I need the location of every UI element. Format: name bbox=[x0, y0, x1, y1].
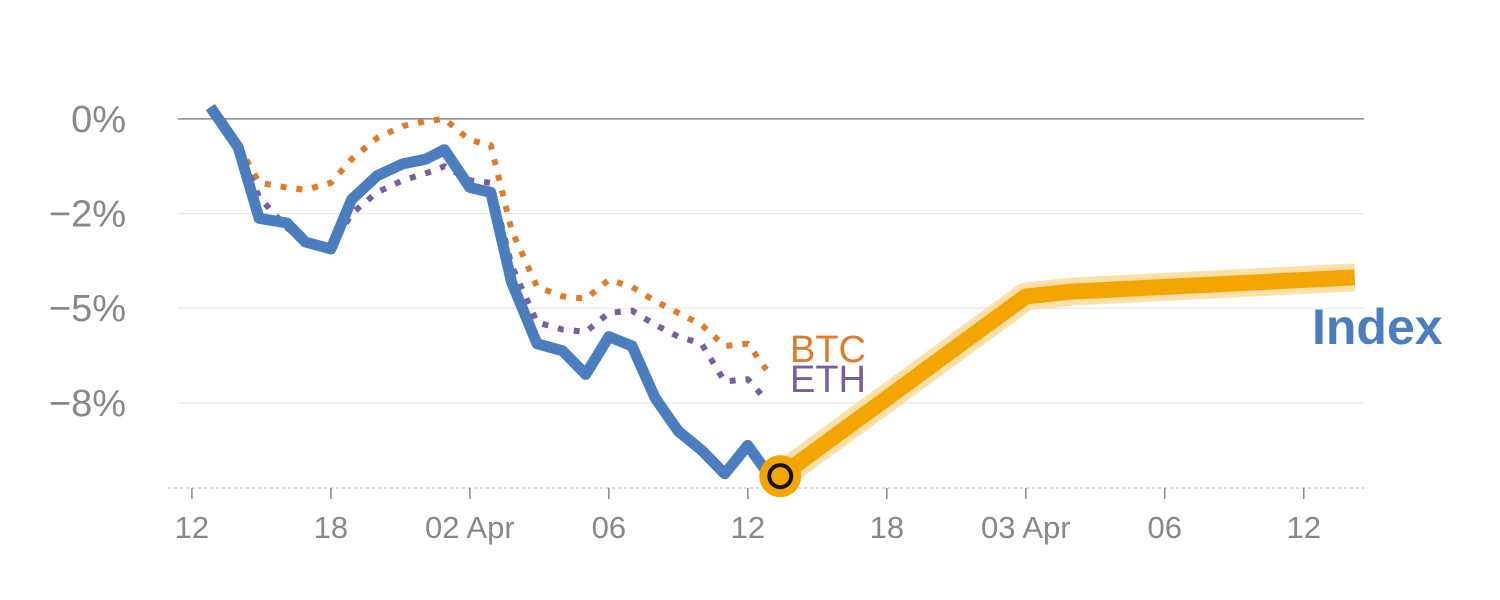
x-tick-label: 12 bbox=[1287, 510, 1321, 545]
y-tick-label: 0% bbox=[71, 99, 126, 141]
current-point-marker bbox=[767, 463, 794, 490]
series-label-index: Index bbox=[1312, 299, 1443, 355]
grid-layer bbox=[178, 118, 1364, 404]
y-tick-label: −5% bbox=[49, 288, 126, 330]
series-label-eth: ETH bbox=[790, 359, 866, 401]
x-tick-label: 06 bbox=[592, 510, 626, 545]
x-tick-label: 12 bbox=[731, 510, 765, 545]
label-layer: BTC ETH Index bbox=[790, 299, 1443, 401]
y-tick-label: −2% bbox=[49, 194, 126, 236]
series-line-index-projection bbox=[775, 269, 1356, 483]
series-line-eth bbox=[207, 105, 769, 403]
x-tick-label: 06 bbox=[1148, 510, 1182, 545]
x-tick-label: 02 Apr bbox=[425, 510, 515, 545]
series-layer bbox=[205, 103, 1356, 488]
y-tick-label: −8% bbox=[49, 383, 126, 425]
axis-layer: 0% −2% −5% −8% 12 18 02 Apr 06 12 18 03 Apr 06 12 bbox=[49, 99, 1364, 545]
series-line-index-projection-glow bbox=[772, 263, 1356, 488]
x-tick-label: 03 Apr bbox=[981, 510, 1071, 545]
marker-layer bbox=[759, 455, 802, 498]
x-tick-label: 18 bbox=[870, 510, 904, 545]
x-tick-label: 18 bbox=[314, 510, 348, 545]
series-label-btc: BTC bbox=[790, 329, 866, 371]
series-line-btc bbox=[207, 105, 769, 372]
series-line-index bbox=[205, 103, 783, 482]
x-tick-label: 12 bbox=[175, 510, 209, 545]
